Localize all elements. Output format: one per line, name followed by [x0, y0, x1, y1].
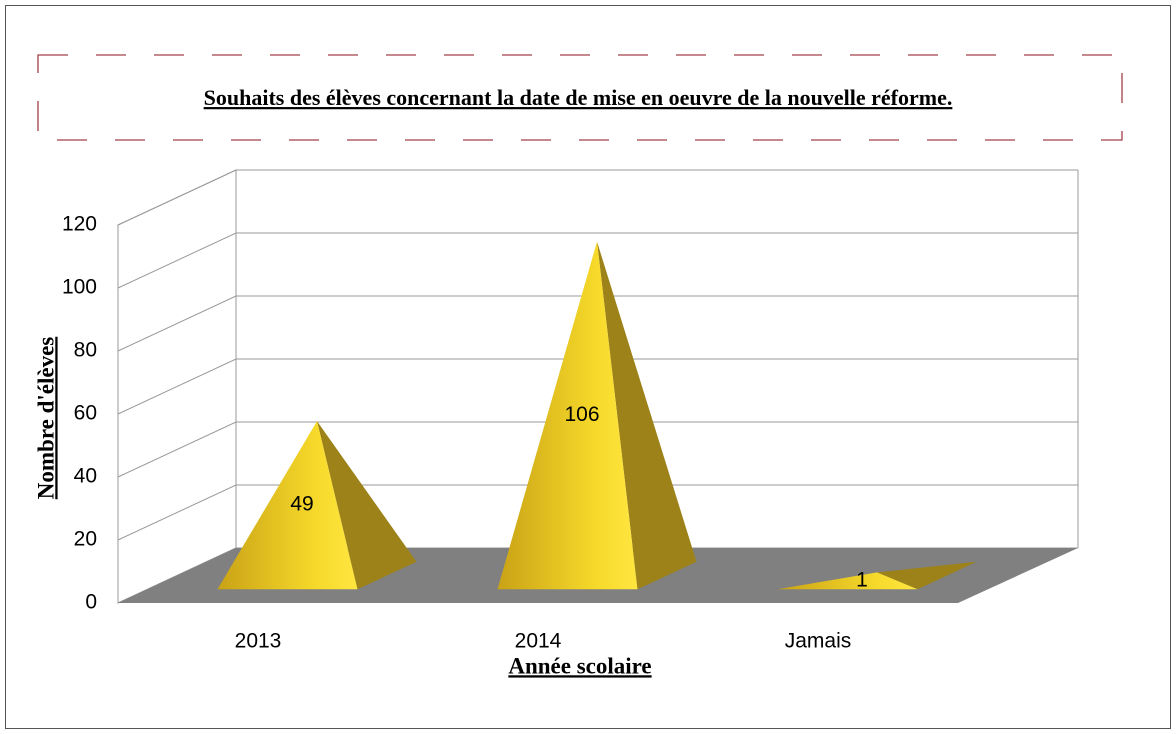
y-tick-label: 60: [74, 402, 97, 425]
x-tick-label: 2013: [235, 630, 282, 653]
x-axis-title: Année scolaire: [508, 653, 651, 678]
pyramid-front: [497, 241, 638, 590]
grid-line: [117, 169, 1078, 226]
y-tick-label: 0: [85, 591, 97, 614]
y-axis-title: Nombre d'élèves: [33, 337, 58, 500]
grid-line: [117, 232, 1078, 289]
y-tick-label: 80: [74, 339, 97, 362]
chart-title: Souhaits des élèves concernant la date d…: [204, 85, 953, 110]
grid-line: [117, 358, 1078, 415]
x-tick-label: Jamais: [785, 630, 852, 653]
grid-line: [117, 484, 1078, 541]
y-tick-label: 100: [62, 276, 97, 299]
x-tick-label: 2014: [515, 630, 562, 653]
data-label: 106: [564, 403, 599, 426]
pyramid: [777, 561, 977, 590]
grid-line: [117, 295, 1078, 352]
title-frame: [37, 54, 1123, 141]
grid-line: [117, 421, 1078, 478]
data-label: 49: [290, 493, 313, 516]
pyramid: [217, 421, 417, 590]
y-tick-label: 40: [74, 465, 97, 488]
pyramid: [497, 241, 697, 590]
pyramid-side: [597, 241, 697, 590]
data-label: 1: [856, 568, 868, 591]
y-tick-label: 20: [74, 528, 97, 551]
pyramid-front: [777, 572, 918, 590]
y-tick-label: 120: [62, 213, 97, 236]
pyramid-side: [317, 421, 417, 590]
pyramid-front: [217, 421, 358, 590]
pyramid-side: [877, 561, 977, 590]
